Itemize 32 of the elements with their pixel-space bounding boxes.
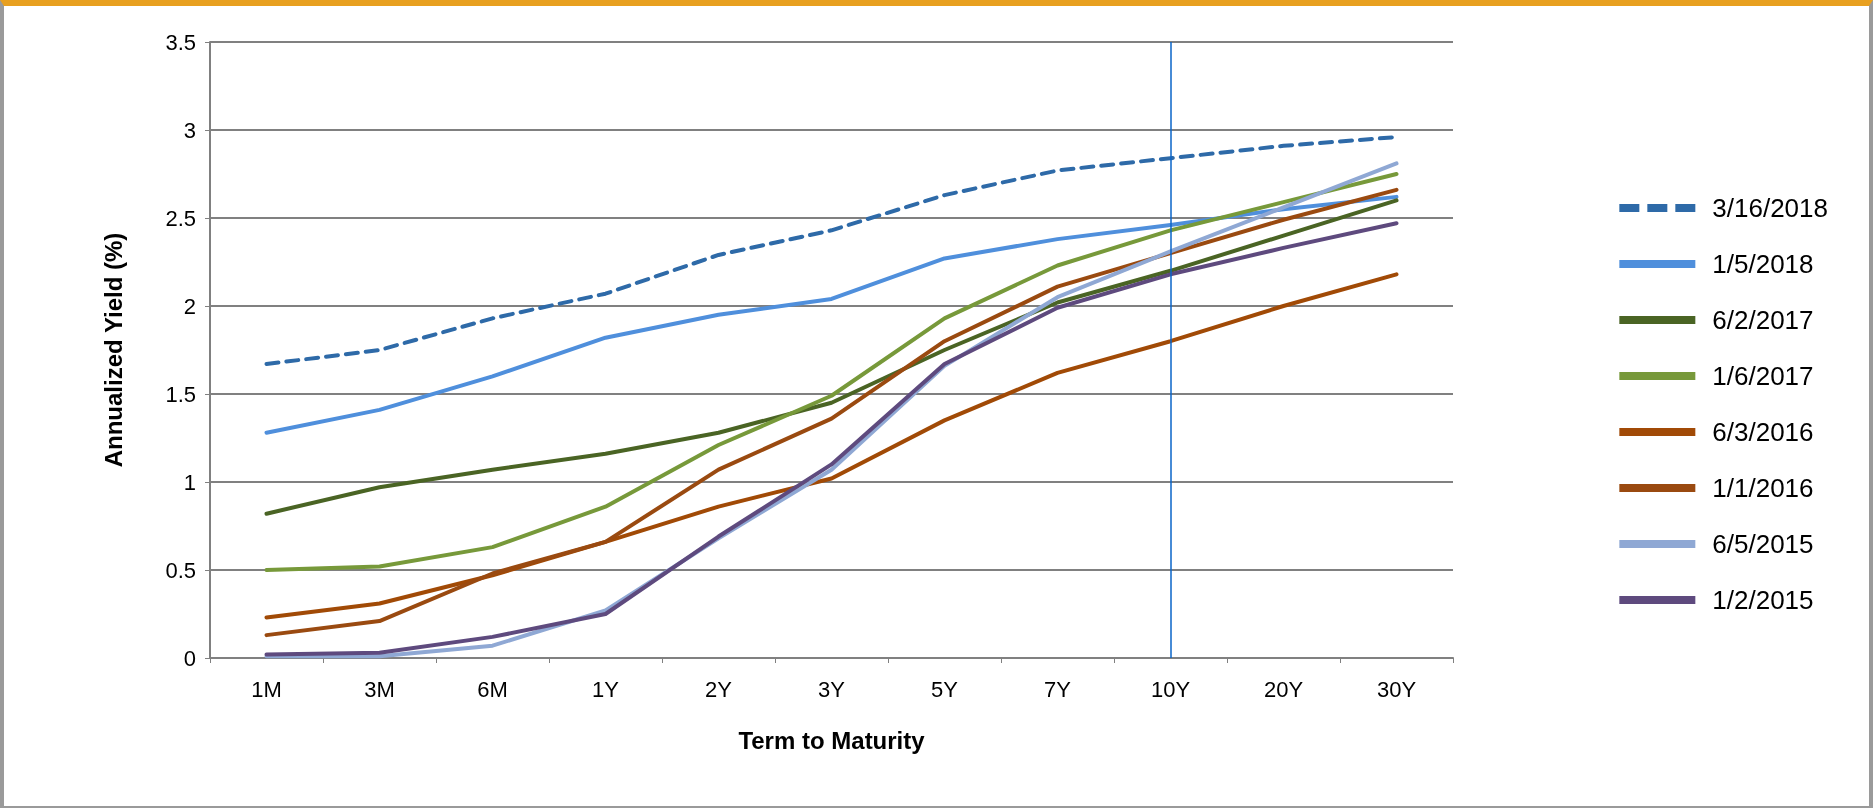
- x-tick-label: 1Y: [592, 676, 620, 702]
- x-tick-label: 10Y: [1150, 676, 1191, 702]
- x-tick-label: 1M: [251, 676, 282, 702]
- y-tick-label: 0: [183, 645, 196, 671]
- x-tick-label: 3Y: [818, 676, 846, 702]
- y-tick-label: 1: [183, 469, 196, 495]
- x-tick-label: 7Y: [1044, 676, 1072, 702]
- x-tick-label: 6M: [477, 676, 508, 702]
- x-tick-label: 30Y: [1376, 676, 1417, 702]
- y-tick-label: 2.5: [165, 205, 196, 231]
- y-tick-label: 3.5: [165, 29, 196, 55]
- legend-label: 1/1/2016: [1712, 473, 1814, 503]
- line-series: [264, 194, 1399, 435]
- legend-label: 6/2/2017: [1712, 305, 1814, 335]
- x-tick-label: 3M: [364, 676, 395, 702]
- legend-label: 1/2/2015: [1712, 585, 1814, 615]
- y-tick-label: 3: [183, 117, 196, 143]
- x-tick-label: 20Y: [1263, 676, 1304, 702]
- x-tick-label: 5Y: [931, 676, 959, 702]
- legend-label: 1/6/2017: [1712, 361, 1814, 391]
- y-tick-label: 0.5: [165, 557, 196, 583]
- y-tick-label: 2: [183, 293, 196, 319]
- y-axis-title: Annualized Yield (%): [99, 232, 127, 468]
- legend-label: 6/5/2015: [1712, 529, 1814, 559]
- line-series: [264, 198, 1399, 516]
- y-tick-label: 1.5: [165, 381, 196, 407]
- legend-label: 6/3/2016: [1712, 417, 1814, 447]
- x-tick-label: 2Y: [705, 676, 733, 702]
- line-series: [264, 172, 1399, 572]
- legend-label: 1/5/2018: [1712, 249, 1814, 279]
- x-axis-title: Term to Maturity: [738, 726, 926, 754]
- legend-label: 3/16/2018: [1712, 193, 1828, 223]
